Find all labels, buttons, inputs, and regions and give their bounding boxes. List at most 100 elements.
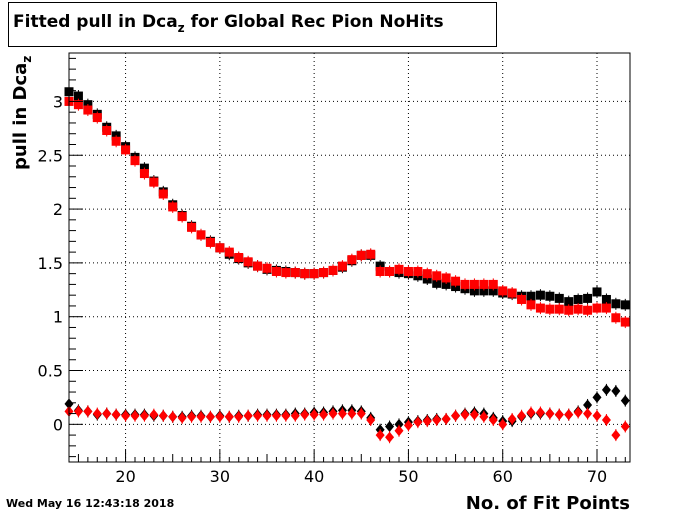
data-point-diamond xyxy=(234,411,244,423)
data-point-square xyxy=(507,288,517,298)
data-point-square xyxy=(158,189,168,199)
x-tick-label: 30 xyxy=(210,467,230,486)
x-tick-label: 60 xyxy=(493,467,513,486)
plot-frame xyxy=(68,52,631,463)
data-point-diamond xyxy=(441,413,451,425)
x-tick-label: 40 xyxy=(304,467,324,486)
title-subscript: z xyxy=(177,21,185,35)
data-point-square xyxy=(290,268,300,278)
grid-lines xyxy=(69,53,630,462)
data-point-square xyxy=(526,291,536,301)
data-point-diamond xyxy=(243,410,253,422)
data-point-square xyxy=(488,279,498,289)
data-point-square xyxy=(526,300,536,310)
data-point-diamond xyxy=(620,395,630,407)
data-point-diamond xyxy=(460,409,470,421)
title-box: Fitted pull in Dcaz for Global Rec Pion … xyxy=(8,2,497,47)
data-point-diamond xyxy=(121,410,131,422)
data-point-diamond xyxy=(139,410,149,422)
data-point-square xyxy=(187,222,197,232)
data-point-diamond xyxy=(601,384,611,396)
axis-ticks: 20 30 40 50 60 70 0 0.5 1 1.5 2 2.5 3 xyxy=(38,57,626,486)
data-point-square xyxy=(545,291,555,301)
data-point-square xyxy=(394,264,404,274)
data-point-square xyxy=(488,286,498,296)
y-axis-label-sub: z xyxy=(20,56,34,63)
data-point-diamond xyxy=(451,410,461,422)
data-point-diamond xyxy=(102,408,112,420)
data-point-square xyxy=(111,136,121,146)
data-point-square xyxy=(432,278,442,288)
timestamp: Wed May 16 12:43:18 2018 xyxy=(6,497,175,510)
data-point-square xyxy=(375,266,385,276)
data-point-diamond xyxy=(592,391,602,403)
data-markers xyxy=(64,85,630,444)
data-point-square xyxy=(620,317,630,327)
data-point-square xyxy=(130,156,140,166)
data-point-diamond xyxy=(205,411,215,423)
data-point-diamond xyxy=(611,429,621,441)
data-point-square xyxy=(422,269,432,279)
data-point-square xyxy=(517,294,527,304)
data-point-diamond xyxy=(526,406,536,418)
data-point-square xyxy=(564,297,574,307)
data-point-diamond xyxy=(347,408,357,420)
data-point-diamond xyxy=(328,408,338,420)
data-point-square xyxy=(460,279,470,289)
data-point-square xyxy=(583,293,593,303)
data-point-square xyxy=(535,290,545,300)
data-point-diamond xyxy=(319,409,329,421)
y-tick-label: 2.5 xyxy=(38,146,63,165)
data-point-diamond xyxy=(507,413,517,425)
data-point-square xyxy=(620,300,630,310)
data-point-square xyxy=(432,271,442,281)
data-point-square xyxy=(177,212,187,222)
data-point-square xyxy=(73,91,83,101)
data-point-diamond xyxy=(554,409,564,421)
data-point-diamond xyxy=(573,406,583,418)
data-point-diamond xyxy=(73,405,83,417)
data-point-square xyxy=(205,237,215,247)
data-point-diamond xyxy=(535,406,545,418)
data-point-diamond xyxy=(385,420,395,432)
x-tick-label: 20 xyxy=(115,467,135,486)
data-point-square xyxy=(121,145,131,155)
data-point-square xyxy=(451,276,461,286)
page-title: Fitted pull in Dcaz for Global Rec Pion … xyxy=(13,12,444,35)
x-tick-label: 50 xyxy=(398,467,418,486)
data-point-square xyxy=(309,269,319,279)
data-point-diamond xyxy=(601,414,611,426)
data-point-diamond xyxy=(158,410,168,422)
data-point-diamond xyxy=(215,411,225,423)
y-tick-label: 3 xyxy=(53,92,63,111)
data-point-square xyxy=(139,169,149,179)
data-point-square xyxy=(564,305,574,315)
data-point-square xyxy=(168,202,178,212)
data-point-diamond xyxy=(620,420,630,432)
data-point-square xyxy=(573,304,583,314)
data-point-square xyxy=(356,250,366,260)
data-point-square xyxy=(479,286,489,296)
data-point-square xyxy=(583,305,593,315)
data-point-diamond xyxy=(149,409,159,421)
data-point-diamond xyxy=(130,410,140,422)
data-point-diamond xyxy=(366,414,376,426)
data-point-square xyxy=(337,261,347,271)
data-point-diamond xyxy=(337,408,347,420)
data-point-square xyxy=(592,287,602,297)
data-point-diamond xyxy=(432,414,442,426)
data-point-square xyxy=(535,303,545,313)
data-point-square xyxy=(73,100,83,110)
data-point-diamond xyxy=(177,412,187,424)
data-point-diamond xyxy=(187,411,197,423)
data-point-square xyxy=(441,279,451,289)
data-point-diamond xyxy=(83,405,93,417)
data-point-square xyxy=(366,249,376,259)
data-point-square xyxy=(319,268,329,278)
data-point-diamond xyxy=(262,410,272,422)
data-point-square xyxy=(234,253,244,262)
data-point-square xyxy=(554,304,564,314)
data-point-square xyxy=(479,279,489,289)
data-point-square xyxy=(498,286,508,296)
